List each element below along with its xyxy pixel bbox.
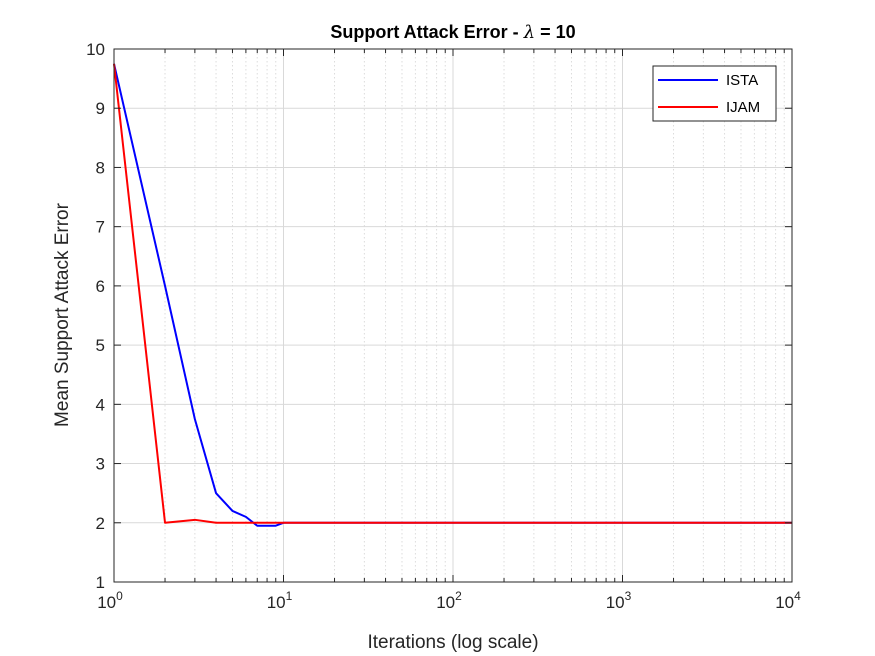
y-tick-labels: 1 2 3 4 5 6 7 8 9 10	[86, 40, 105, 592]
minor-grid	[164, 49, 785, 582]
legend-label-ista: ISTA	[726, 72, 758, 89]
legend-box	[652, 65, 777, 122]
series-layer	[113, 63, 792, 527]
y-tick-label: 5	[96, 336, 105, 355]
y-tick-label: 8	[96, 158, 105, 177]
chart-title: Support Attack Error - λ = 10	[330, 22, 575, 43]
chart-title-suffix: = 10	[535, 22, 576, 42]
x-tick-label: 101	[267, 589, 293, 612]
y-tick-label: 4	[96, 395, 105, 414]
x-tick-labels: 100 101 102 103 104	[97, 589, 801, 612]
y-tick-label: 9	[96, 99, 105, 118]
y-tick-label: 6	[96, 277, 105, 296]
y-tick-label: 3	[96, 455, 105, 474]
series-line-ista	[113, 63, 792, 527]
y-axis-label: Mean Support Attack Error	[52, 202, 73, 427]
y-tick-label: 1	[96, 573, 105, 592]
legend: ISTA IJAM	[652, 65, 777, 122]
ticks-layer	[113, 48, 793, 583]
series-line-ijam	[113, 63, 792, 524]
chart-title-symbol: λ	[523, 22, 535, 43]
legend-label-ijam: IJAM	[726, 99, 760, 116]
y-tick-label: 2	[96, 514, 105, 533]
x-tick-label: 100	[97, 589, 123, 612]
y-tick-label: 10	[86, 40, 105, 59]
x-tick-label: 103	[606, 589, 632, 612]
x-axis-label: Iterations (log scale)	[367, 632, 538, 653]
x-tick-label: 102	[436, 589, 462, 612]
y-tick-label: 7	[96, 218, 105, 237]
chart-title-prefix: Support Attack Error -	[330, 22, 523, 42]
x-tick-label: 104	[775, 589, 801, 612]
